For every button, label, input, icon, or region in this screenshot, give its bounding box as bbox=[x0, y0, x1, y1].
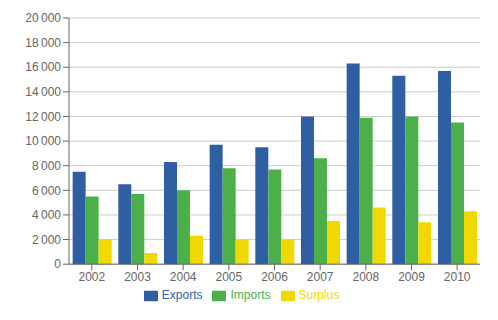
svg-text:2010: 2010 bbox=[444, 270, 471, 284]
svg-text:2007: 2007 bbox=[307, 270, 334, 284]
svg-text:0: 0 bbox=[54, 257, 61, 271]
html-text:Surplus: Surplus bbox=[298, 288, 340, 303]
svg-text:8 000: 8 000 bbox=[32, 159, 61, 173]
svg-text:12 000: 12 000 bbox=[25, 110, 61, 124]
svg-text:2006: 2006 bbox=[261, 270, 288, 284]
svg-text:16 000: 16 000 bbox=[25, 60, 61, 74]
html-text:Imports: Imports bbox=[230, 288, 271, 303]
svg-text:2003: 2003 bbox=[124, 270, 151, 284]
svg-text:20 000: 20 000 bbox=[25, 11, 61, 25]
svg-text:10 000: 10 000 bbox=[25, 134, 61, 148]
svg-text:14 000: 14 000 bbox=[25, 85, 61, 99]
svg-text:2008: 2008 bbox=[352, 270, 379, 284]
html-text:Exports: Exports bbox=[161, 288, 203, 303]
svg-text:2 000: 2 000 bbox=[32, 233, 61, 247]
svg-text:2004: 2004 bbox=[170, 270, 197, 284]
svg-text:2002: 2002 bbox=[78, 270, 105, 284]
svg-text:2005: 2005 bbox=[215, 270, 242, 284]
svg-text:18 000: 18 000 bbox=[25, 36, 61, 50]
svg-text:4 000: 4 000 bbox=[32, 208, 61, 222]
svg-text:2009: 2009 bbox=[398, 270, 425, 284]
svg-text:6 000: 6 000 bbox=[32, 184, 61, 198]
